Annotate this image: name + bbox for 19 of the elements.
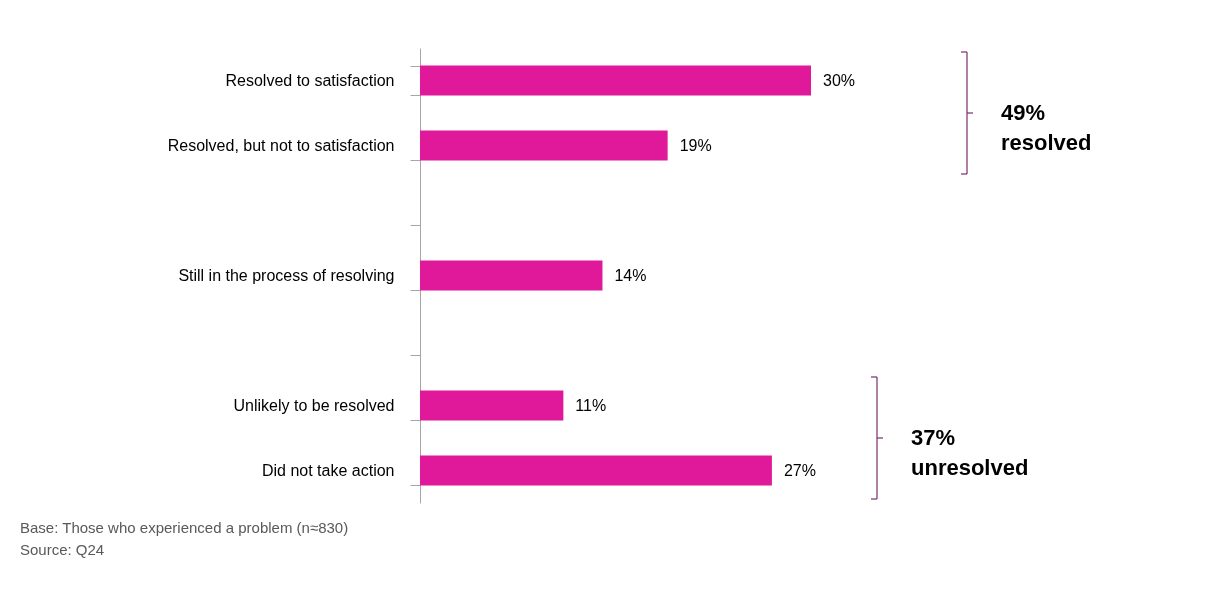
text: Base: Those who experienced a problem (n≈830) [20, 519, 349, 536]
bar [420, 260, 603, 291]
bar [420, 390, 564, 421]
text: 37% unresolved [911, 425, 1029, 480]
data-label: 27% [783, 461, 816, 479]
data-label: 30% [823, 71, 856, 89]
source-note: Source: Q24 [20, 541, 105, 558]
y-tick-label: Resolved to satisfaction [225, 72, 395, 89]
y-tick-label: Resolved, but not to satisfaction [167, 137, 395, 154]
y-tick-label: Still in the process of resolving [178, 267, 395, 284]
data-label: 14% [614, 266, 647, 284]
y-tick-label: Unlikely to be resolved [233, 397, 395, 414]
data-label: 19% [679, 136, 712, 154]
data-label: 11% [575, 396, 607, 414]
y-tick-label: Did not take action [261, 462, 395, 479]
text: 49% resolved [1001, 100, 1092, 155]
bar [420, 130, 668, 161]
bar [420, 65, 811, 96]
bar [420, 455, 772, 486]
